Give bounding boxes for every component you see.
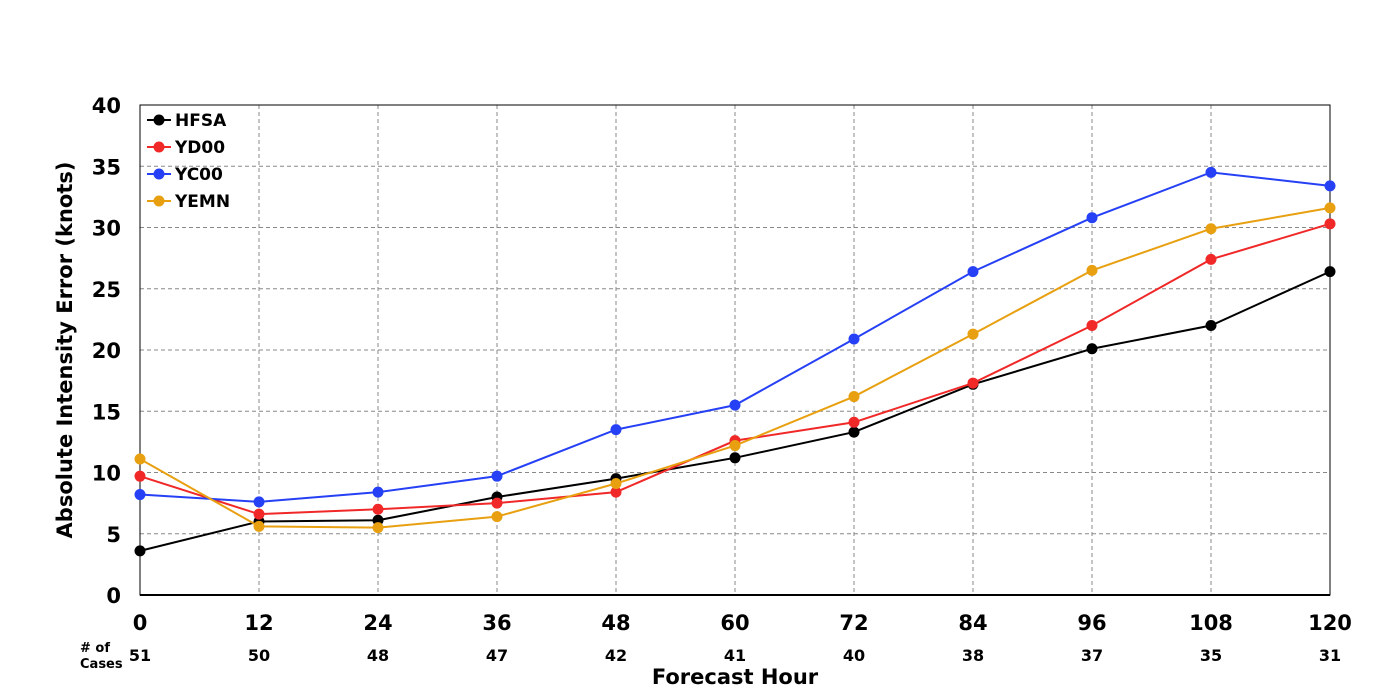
data-point [610, 486, 622, 498]
y-axis-ticks: 0 5 10 15 20 25 30 35 40 [92, 94, 121, 608]
y-tick-label: 15 [92, 400, 121, 424]
legend-item-hfsa: HFSA [147, 111, 227, 131]
x-tick-label: 12 [244, 611, 273, 635]
data-point [729, 399, 741, 411]
legend-label: YC00 [174, 165, 223, 185]
data-point [1324, 218, 1336, 230]
x-tick-label: 108 [1189, 611, 1233, 635]
data-point [372, 503, 384, 515]
legend-label: HFSA [175, 111, 227, 131]
data-point [372, 486, 384, 498]
data-point [1086, 264, 1098, 276]
case-count-label: 48 [367, 646, 389, 665]
data-point [1086, 343, 1098, 355]
data-point [848, 416, 860, 428]
data-point [253, 496, 265, 508]
case-count-label: 41 [724, 646, 746, 665]
data-point [729, 440, 741, 452]
case-count-label: 40 [843, 646, 865, 665]
y-tick-label: 0 [106, 584, 121, 608]
legend-item-yc00: YC00 [147, 165, 223, 185]
case-count-label: 38 [962, 646, 984, 665]
data-point [1205, 253, 1217, 265]
x-tick-label: 120 [1308, 611, 1352, 635]
x-axis-title: Forecast Hour [652, 665, 819, 689]
data-point [1205, 320, 1217, 331]
x-tick-label: 96 [1077, 611, 1106, 635]
data-point [967, 328, 979, 340]
y-tick-label: 35 [92, 155, 121, 179]
case-count-label: 31 [1319, 646, 1341, 665]
series-yd00 [134, 218, 1336, 520]
data-point [610, 478, 622, 490]
y-tick-label: 25 [92, 278, 121, 302]
data-point [848, 391, 860, 403]
data-point [1086, 212, 1098, 224]
x-axis-ticks: 0 12 24 36 48 60 72 84 96 108 120 [133, 611, 1352, 635]
data-point [491, 497, 503, 509]
legend-label: YEMN [174, 192, 230, 212]
data-point [134, 545, 146, 557]
legend-marker [153, 195, 165, 207]
data-point [134, 489, 146, 501]
case-count-label: 50 [248, 646, 270, 665]
case-count-label: 37 [1081, 646, 1103, 665]
case-count-label: 51 [129, 646, 151, 665]
x-tick-label: 0 [133, 611, 148, 635]
x-tick-label: 48 [601, 611, 630, 635]
y-axis-title: Absolute Intensity Error (knots) [53, 162, 77, 539]
data-point [253, 520, 265, 532]
data-point [1086, 320, 1098, 331]
legend-item-yd00: YD00 [147, 138, 225, 158]
data-point [848, 426, 860, 438]
data-point [848, 333, 860, 345]
legend-marker [153, 141, 165, 153]
x-tick-label: 60 [720, 611, 749, 635]
cases-row: 51 50 48 47 42 41 40 38 37 35 31 [129, 646, 1341, 665]
data-point [372, 522, 384, 534]
data-point [491, 470, 503, 482]
case-count-label: 42 [605, 646, 627, 665]
data-point [491, 511, 503, 523]
data-point [134, 470, 146, 482]
x-tick-label: 84 [958, 611, 987, 635]
x-tick-label: 24 [363, 611, 392, 635]
series-yemn [134, 202, 1336, 534]
data-point [729, 452, 741, 464]
data-point [967, 266, 979, 278]
data-point [253, 508, 265, 520]
case-count-label: 47 [486, 646, 508, 665]
legend-label: YD00 [174, 138, 225, 158]
cases-title-line2: Cases [80, 657, 123, 672]
series-layer [134, 166, 1336, 557]
data-point [967, 377, 979, 389]
legend-marker [153, 114, 165, 126]
legend: HFSA YD00 YC00 YEMN [147, 111, 230, 212]
data-point [1324, 266, 1336, 278]
data-point [134, 453, 146, 465]
data-point [610, 424, 622, 436]
legend-item-yemn: YEMN [147, 192, 230, 212]
series-yc00 [134, 166, 1336, 508]
y-tick-label: 5 [106, 523, 121, 547]
data-point [1205, 166, 1217, 178]
y-tick-label: 20 [92, 339, 121, 363]
y-tick-label: 10 [92, 462, 121, 486]
data-point [1324, 180, 1336, 192]
grid [140, 105, 1330, 595]
cases-title-line1: # of [80, 641, 110, 656]
data-point [1205, 223, 1217, 235]
legend-marker [153, 168, 165, 180]
data-point [1324, 202, 1336, 214]
y-tick-label: 30 [92, 217, 121, 241]
x-tick-label: 72 [839, 611, 868, 635]
x-tick-label: 36 [482, 611, 511, 635]
case-count-label: 35 [1200, 646, 1222, 665]
y-tick-label: 40 [92, 94, 121, 118]
